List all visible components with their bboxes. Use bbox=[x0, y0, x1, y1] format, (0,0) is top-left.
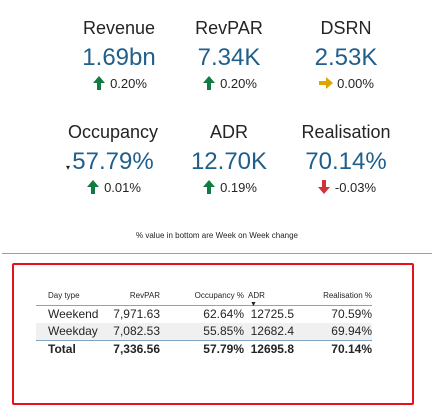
kpi-change: 0.01% bbox=[41, 179, 185, 196]
kpi-change-value: 0.20% bbox=[110, 76, 147, 91]
cell-occupancy: 62.64% bbox=[203, 307, 244, 321]
highlight-box bbox=[12, 263, 414, 405]
kpi-change-value: 0.01% bbox=[104, 180, 141, 195]
table-header-row: Day type RevPAR Occupancy % ADR ▼ Realis… bbox=[36, 288, 372, 308]
kpi-title: ADR bbox=[209, 122, 248, 142]
kpi-change: -0.03% bbox=[274, 179, 418, 196]
table-row[interactable]: Weekday 7,082.53 55.85% 12682.4 69.94% bbox=[36, 323, 372, 341]
cell-adr: 12725.5 bbox=[250, 307, 294, 321]
cell-revpar: 7,082.53 bbox=[108, 323, 160, 341]
kpi-value: 7.34K bbox=[197, 44, 261, 71]
kpi-value: 2.53K bbox=[314, 44, 378, 71]
sort-descending-icon: ▼ bbox=[250, 301, 257, 308]
arrow-up-icon bbox=[85, 179, 101, 195]
kpi-card-dsrn: DSRN 2.53K 0.00% bbox=[274, 17, 418, 92]
footnote: % value in bottom are Week on Week chang… bbox=[135, 231, 299, 240]
arrow-down-icon bbox=[316, 179, 332, 195]
cell-occupancy: 55.85% bbox=[160, 323, 244, 341]
cell-total-revpar: 7,336.56 bbox=[108, 340, 160, 358]
kpi-value: 70.14% bbox=[305, 148, 387, 175]
divider bbox=[2, 253, 432, 254]
kpi-title: Realisation bbox=[301, 122, 391, 142]
arrow-up-icon bbox=[201, 179, 217, 195]
arrow-up-icon bbox=[201, 75, 217, 91]
kpi-title: DSRN bbox=[320, 18, 372, 38]
column-header-realisation[interactable]: Realisation % bbox=[294, 288, 372, 306]
column-header-occupancy[interactable]: Occupancy % bbox=[160, 288, 244, 306]
kpi-card-revpar: RevPAR 7.34K 0.20% bbox=[157, 17, 301, 92]
column-header-day-type[interactable]: Day type bbox=[36, 288, 108, 306]
cell-day-type: Weekend bbox=[48, 307, 99, 321]
cell-adr: 12682.4 bbox=[244, 323, 294, 341]
cell-total-label: Total bbox=[36, 340, 108, 358]
kpi-title: Revenue bbox=[82, 18, 156, 38]
table-total-row: Total 7,336.56 57.79% 12695.8 70.14% bbox=[36, 340, 372, 358]
cell-total-occupancy: 57.79% bbox=[160, 340, 244, 358]
caret-down-icon: ▾ bbox=[66, 163, 71, 172]
column-header-revpar[interactable]: RevPAR bbox=[108, 288, 160, 306]
cell-realisation: 70.59% bbox=[331, 307, 372, 321]
kpi-change: 0.00% bbox=[274, 75, 418, 92]
column-header-adr[interactable]: ADR ▼ bbox=[244, 288, 294, 308]
kpi-title: RevPAR bbox=[195, 18, 263, 38]
day-type-table: Day type RevPAR Occupancy % ADR ▼ Realis… bbox=[36, 288, 372, 358]
kpi-value: 57.79% bbox=[72, 148, 154, 175]
kpi-value: 12.70K bbox=[190, 148, 268, 175]
kpi-card-occupancy: Occupancy 57.79% 0.01% bbox=[41, 121, 185, 196]
cell-total-adr: 12695.8 bbox=[244, 340, 294, 358]
kpi-card-realisation: Realisation 70.14% -0.03% bbox=[274, 121, 418, 196]
kpi-change-value: 0.00% bbox=[337, 76, 374, 91]
arrow-up-icon bbox=[91, 75, 107, 91]
kpi-card-revenue: Revenue 1.69bn 0.20% bbox=[47, 17, 191, 92]
kpi-change-value: -0.03% bbox=[334, 180, 377, 195]
kpi-card-adr: ADR 12.70K 0.19% bbox=[157, 121, 301, 196]
arrow-right-icon bbox=[318, 75, 334, 91]
cell-day-type: Weekday bbox=[36, 323, 108, 341]
kpi-value: 1.69bn bbox=[82, 44, 156, 71]
kpi-change: 0.20% bbox=[47, 75, 191, 92]
kpi-change-value: 0.20% bbox=[220, 76, 257, 91]
cell-realisation: 69.94% bbox=[294, 323, 372, 341]
kpi-title: Occupancy bbox=[67, 122, 159, 142]
table-row[interactable]: Weekend 7,971.63 62.64% 12725.5 70.59% bbox=[36, 306, 372, 324]
column-header-adr-label: ADR bbox=[248, 291, 265, 300]
kpi-change: 0.19% bbox=[157, 179, 301, 196]
cell-total-realisation: 70.14% bbox=[294, 340, 372, 358]
kpi-change-value: 0.19% bbox=[220, 180, 257, 195]
kpi-change: 0.20% bbox=[157, 75, 301, 92]
cell-revpar: 7,971.63 bbox=[113, 307, 160, 321]
